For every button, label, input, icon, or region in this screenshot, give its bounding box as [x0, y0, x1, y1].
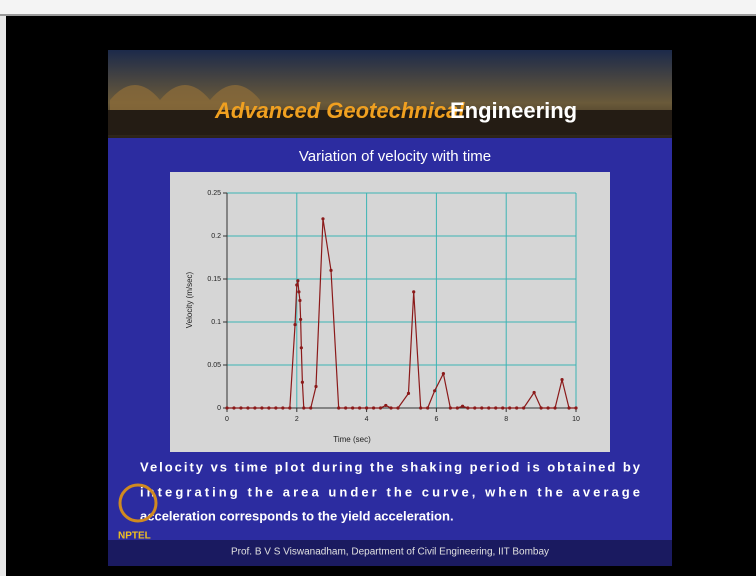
- y-tick-label: 0.2: [211, 233, 221, 240]
- chart-title: Variation of velocity with time: [299, 148, 491, 165]
- data-point: [426, 406, 430, 410]
- data-point: [246, 406, 250, 410]
- banner-title: Engineering: [450, 98, 577, 123]
- data-point: [288, 406, 292, 410]
- x-tick-label: 10: [572, 416, 580, 423]
- data-point: [522, 406, 526, 410]
- data-point: [433, 389, 437, 393]
- data-point: [396, 406, 400, 410]
- data-point: [253, 406, 257, 410]
- data-point: [297, 290, 301, 294]
- data-point: [487, 406, 491, 410]
- x-tick-label: 0: [225, 416, 229, 423]
- data-point: [274, 406, 278, 410]
- data-point: [321, 217, 325, 221]
- y-tick-label: 0.1: [211, 319, 221, 326]
- data-point: [299, 346, 303, 350]
- data-point: [232, 406, 236, 410]
- paragraph-line: Velocity vs time plot during the shaking…: [140, 459, 641, 474]
- data-point: [508, 406, 512, 410]
- banner-ground: [108, 110, 672, 135]
- data-point: [300, 380, 304, 384]
- data-point: [494, 406, 498, 410]
- x-tick-label: 6: [434, 416, 438, 423]
- data-point: [296, 279, 300, 283]
- data-point: [473, 406, 477, 410]
- data-point: [480, 406, 484, 410]
- data-point: [553, 406, 557, 410]
- data-point: [560, 378, 564, 382]
- x-tick-label: 8: [504, 416, 508, 423]
- footer: Prof. B V S Viswanadham, Department of C…: [231, 547, 549, 558]
- data-point: [299, 317, 303, 322]
- nptel-emblem: [118, 483, 158, 523]
- data-point: [351, 406, 355, 410]
- data-point: [267, 406, 271, 410]
- y-tick-label: 0.05: [207, 362, 221, 369]
- data-point: [455, 406, 459, 410]
- data-point: [295, 283, 299, 287]
- window-edge: [0, 16, 6, 576]
- paragraph-line: integrating the area under the curve, wh…: [140, 484, 640, 499]
- data-point: [314, 384, 318, 389]
- x-tick-label: 2: [295, 416, 299, 423]
- logo: NPTEL: [118, 531, 151, 542]
- data-point: [239, 406, 243, 410]
- data-point: [546, 406, 550, 410]
- y-tick-label: 0.15: [207, 276, 221, 283]
- data-line: [227, 218, 576, 409]
- data-point: [574, 406, 578, 410]
- data-point: [337, 406, 341, 410]
- data-point: [225, 406, 229, 410]
- footer-bar: [108, 540, 672, 566]
- data-point: [309, 406, 313, 410]
- window-border: [0, 14, 756, 16]
- data-point: [539, 406, 543, 410]
- data-point: [298, 298, 302, 303]
- data-point: [378, 406, 383, 410]
- data-point: [384, 403, 388, 408]
- data-point: [460, 404, 465, 408]
- data-point: [281, 406, 285, 410]
- y-tick-label: 0: [217, 405, 221, 412]
- data-point: [412, 290, 416, 294]
- data-point: [389, 406, 393, 410]
- y-tick-label: 0.25: [207, 190, 221, 197]
- data-point: [260, 406, 264, 410]
- data-point: [466, 406, 470, 410]
- paragraph-line: acceleration corresponds to the yield ac…: [140, 508, 454, 523]
- data-point: [358, 406, 362, 410]
- data-point: [302, 406, 306, 410]
- x-axis-label: Time (sec): [333, 435, 371, 444]
- window-bar: [0, 0, 756, 14]
- data-point: [441, 372, 445, 376]
- data-point: [406, 391, 411, 395]
- data-point: [365, 406, 369, 410]
- data-point: [293, 322, 297, 327]
- data-point: [532, 390, 536, 395]
- data-point: [344, 406, 348, 410]
- chart-panel: [170, 172, 610, 452]
- data-point: [329, 268, 333, 272]
- banner-title: Advanced Geotechnical: [214, 98, 465, 123]
- data-point: [501, 406, 505, 410]
- data-point: [567, 406, 571, 410]
- x-tick-label: 4: [365, 416, 369, 423]
- bridge-arches: [110, 85, 260, 110]
- y-axis-label: Velocity (m/sec): [185, 271, 194, 328]
- data-point: [515, 406, 519, 410]
- data-point: [371, 406, 376, 410]
- data-point: [419, 406, 423, 410]
- data-point: [448, 406, 452, 410]
- paragraph: Velocity vs time plot during the shaking…: [140, 459, 641, 523]
